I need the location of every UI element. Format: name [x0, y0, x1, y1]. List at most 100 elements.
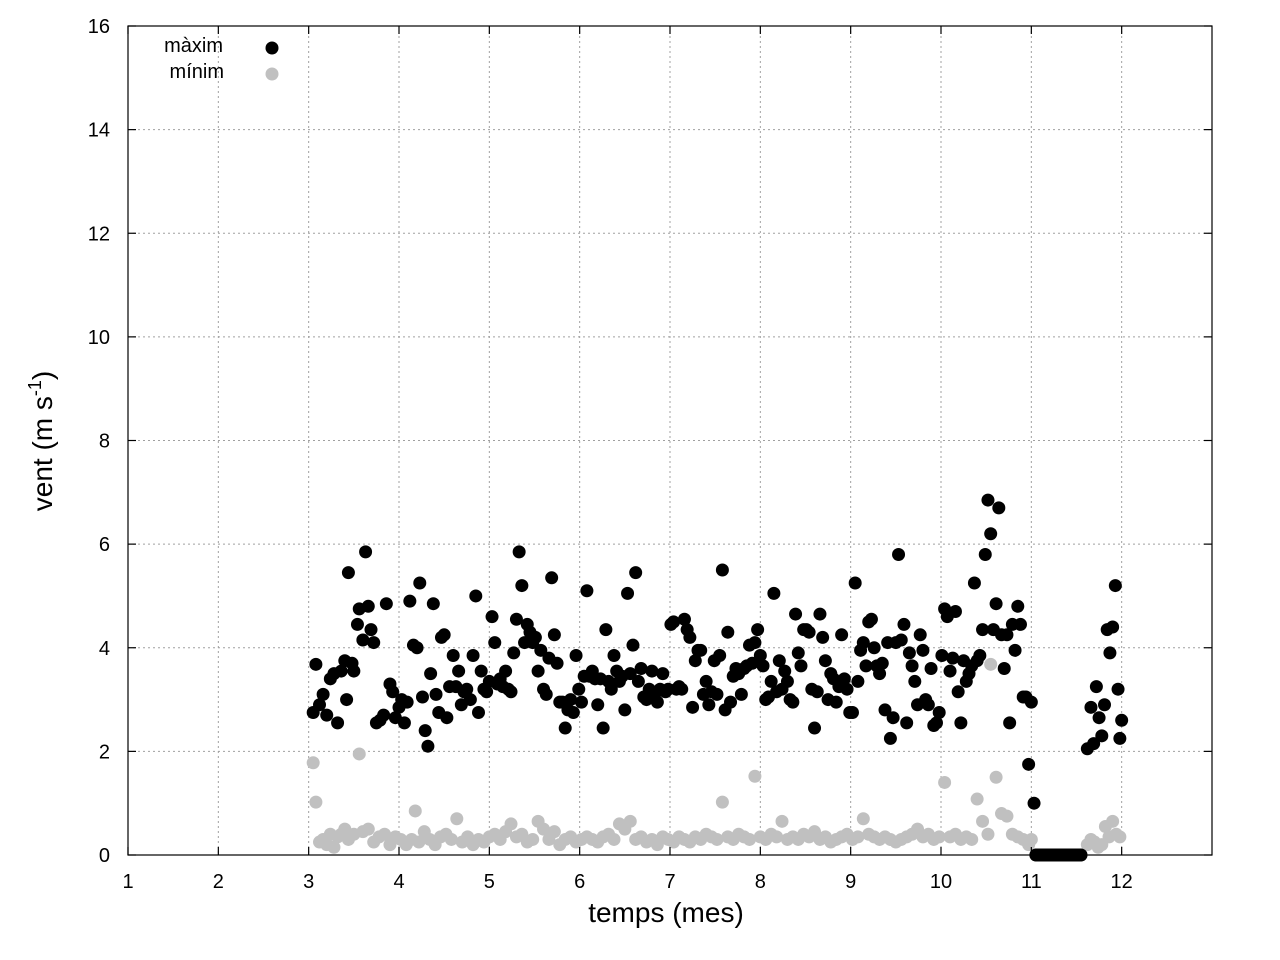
data-point-max — [471, 706, 485, 720]
data-point-min — [1106, 814, 1120, 828]
data-point-max — [1008, 643, 1022, 657]
legend-marker-min — [265, 67, 279, 81]
data-point-max — [618, 703, 632, 717]
y-tick-label: 4 — [99, 638, 110, 660]
data-point-max — [943, 664, 957, 678]
x-tick-label: 10 — [930, 871, 952, 893]
data-point-max — [840, 682, 854, 696]
data-point-max — [604, 682, 618, 696]
x-tick-label: 5 — [484, 871, 495, 893]
data-point-max — [848, 576, 862, 590]
legend-label-max: màxim — [164, 35, 223, 57]
data-point-min — [450, 812, 464, 826]
legend: màxim mínim — [164, 35, 279, 83]
data-point-max — [316, 687, 330, 701]
data-point-max — [415, 690, 429, 704]
data-point-min — [1113, 830, 1127, 844]
data-point-max — [1024, 695, 1038, 709]
data-point-max — [810, 685, 824, 699]
data-point-max — [547, 628, 561, 642]
data-point-max — [808, 721, 822, 735]
data-point-max — [480, 685, 494, 699]
data-point-max — [1089, 680, 1103, 694]
data-point-min — [775, 814, 789, 828]
data-point-max — [989, 597, 1003, 611]
data-point-max — [509, 612, 523, 626]
data-point-max — [386, 685, 400, 699]
data-point-min — [623, 814, 637, 828]
data-point-max — [878, 703, 892, 717]
data-point-max — [724, 695, 738, 709]
data-point-max — [997, 661, 1011, 675]
data-point-min — [378, 827, 392, 841]
x-tick-label: 4 — [393, 871, 404, 893]
data-point-max — [902, 646, 916, 660]
data-point-min — [306, 756, 320, 770]
data-point-max — [403, 594, 417, 608]
data-point-max — [924, 661, 938, 675]
data-point-max — [767, 586, 781, 600]
data-point-max — [867, 641, 881, 655]
data-point-max — [677, 612, 691, 626]
data-point-max — [347, 664, 361, 678]
data-point-max — [946, 651, 960, 665]
data-point-max — [973, 649, 987, 663]
data-point-max — [400, 695, 414, 709]
y-axis-label-main: vent (m s — [27, 396, 58, 511]
data-point-max — [507, 646, 521, 660]
data-point-min — [1000, 809, 1014, 823]
data-point-max — [340, 693, 354, 707]
data-point-min — [989, 770, 1003, 784]
data-point-min — [607, 832, 621, 846]
x-tick-label: 1 — [122, 871, 133, 893]
data-point-min — [856, 812, 870, 826]
data-point-max — [921, 698, 935, 712]
y-axis-label-exponent: -1 — [25, 380, 45, 396]
data-point-max — [835, 628, 849, 642]
data-point-max — [440, 711, 454, 725]
data-point-max — [794, 659, 808, 673]
data-point-max — [978, 547, 992, 561]
data-point-max — [745, 656, 759, 670]
data-point-max — [437, 628, 451, 642]
data-point-max — [474, 664, 488, 678]
data-point-max — [361, 599, 375, 613]
series-minimum — [306, 657, 1127, 854]
legend-label-min: mínim — [170, 61, 224, 83]
data-point-max — [466, 649, 480, 663]
data-point-min — [851, 830, 865, 844]
data-point-max — [967, 576, 981, 590]
data-point-max — [531, 664, 545, 678]
y-tick-label: 12 — [88, 223, 110, 245]
data-point-max — [913, 628, 927, 642]
data-point-max — [350, 617, 364, 631]
data-point-max — [688, 654, 702, 668]
y-tick-label: 6 — [99, 534, 110, 556]
data-point-max — [446, 649, 460, 663]
data-point-max — [580, 584, 594, 598]
data-point-max — [504, 685, 518, 699]
data-point-max — [364, 623, 378, 637]
data-point-min — [715, 795, 729, 809]
data-point-max — [426, 597, 440, 611]
data-point-max — [734, 687, 748, 701]
data-point-max — [710, 687, 724, 701]
x-tick-label: 8 — [755, 871, 766, 893]
data-point-max — [1111, 682, 1125, 696]
data-point-max — [320, 708, 334, 722]
data-point-max — [631, 674, 645, 688]
data-point-max — [650, 695, 664, 709]
data-point-max — [1113, 731, 1127, 745]
data-point-max — [713, 649, 727, 663]
data-point-max — [397, 716, 411, 730]
data-point-max — [626, 638, 640, 652]
data-point-max — [331, 716, 345, 730]
data-point-max — [916, 643, 930, 657]
data-point-max — [569, 649, 583, 663]
data-point-max — [886, 711, 900, 725]
data-point-min — [309, 795, 323, 809]
data-point-max — [802, 625, 816, 639]
data-point-max — [1084, 700, 1098, 714]
data-point-max — [929, 716, 943, 730]
data-point-max — [564, 693, 578, 707]
